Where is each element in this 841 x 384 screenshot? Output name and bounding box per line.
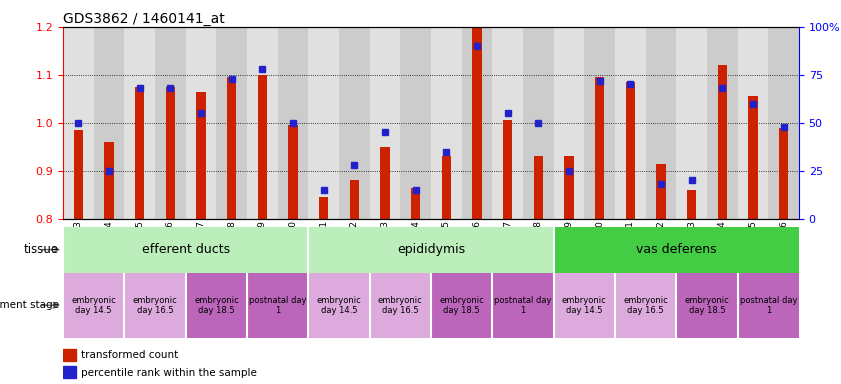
Bar xyxy=(553,227,799,273)
Bar xyxy=(370,273,431,338)
Text: vas deferens: vas deferens xyxy=(636,243,717,256)
Bar xyxy=(492,27,523,219)
Bar xyxy=(339,27,370,219)
Bar xyxy=(615,273,676,338)
Bar xyxy=(492,273,553,338)
Bar xyxy=(216,27,247,219)
Bar xyxy=(431,27,462,219)
Bar xyxy=(687,190,696,219)
Bar xyxy=(626,82,635,219)
Bar xyxy=(278,27,309,219)
Bar xyxy=(738,27,769,219)
Bar xyxy=(400,27,431,219)
Bar xyxy=(309,27,339,219)
Bar xyxy=(676,273,738,338)
Text: GDS3862 / 1460141_at: GDS3862 / 1460141_at xyxy=(63,12,225,26)
Bar xyxy=(503,121,512,219)
Bar xyxy=(288,125,298,219)
Bar xyxy=(584,27,615,219)
Bar xyxy=(350,180,359,219)
Bar xyxy=(738,273,799,338)
Bar xyxy=(553,273,615,338)
Text: embryonic
day 18.5: embryonic day 18.5 xyxy=(439,296,484,315)
Bar xyxy=(247,273,309,338)
Text: embryonic
day 14.5: embryonic day 14.5 xyxy=(71,296,116,315)
Bar xyxy=(523,27,553,219)
Bar xyxy=(124,273,186,338)
Bar xyxy=(63,349,77,361)
Bar xyxy=(227,77,236,219)
Bar xyxy=(309,273,370,338)
Bar xyxy=(411,188,420,219)
Bar xyxy=(74,130,83,219)
Text: embryonic
day 18.5: embryonic day 18.5 xyxy=(194,296,239,315)
Bar xyxy=(534,157,543,219)
Text: percentile rank within the sample: percentile rank within the sample xyxy=(82,367,257,377)
Bar xyxy=(63,27,93,219)
Text: postnatal day
1: postnatal day 1 xyxy=(495,296,552,315)
Bar xyxy=(135,87,145,219)
Bar xyxy=(473,27,482,219)
Bar xyxy=(370,27,400,219)
Bar xyxy=(442,157,451,219)
Bar xyxy=(431,273,492,338)
Bar xyxy=(717,65,727,219)
Bar xyxy=(186,273,247,338)
Bar xyxy=(63,273,124,338)
Bar xyxy=(319,197,328,219)
Text: embryonic
day 16.5: embryonic day 16.5 xyxy=(623,296,668,315)
Text: transformed count: transformed count xyxy=(82,350,179,360)
Bar xyxy=(595,77,604,219)
Text: epididymis: epididymis xyxy=(397,243,465,256)
Text: embryonic
day 14.5: embryonic day 14.5 xyxy=(317,296,362,315)
Bar xyxy=(104,142,114,219)
Bar xyxy=(93,27,124,219)
Bar xyxy=(656,164,665,219)
Text: embryonic
day 16.5: embryonic day 16.5 xyxy=(133,296,177,315)
Bar xyxy=(186,27,216,219)
Bar xyxy=(462,27,492,219)
Bar xyxy=(63,227,309,273)
Bar xyxy=(564,157,574,219)
Text: postnatal day
1: postnatal day 1 xyxy=(249,296,306,315)
Text: embryonic
day 14.5: embryonic day 14.5 xyxy=(562,296,606,315)
Text: tissue: tissue xyxy=(24,243,59,256)
Bar xyxy=(258,75,267,219)
Bar xyxy=(615,27,646,219)
Bar xyxy=(779,127,788,219)
Bar xyxy=(553,27,584,219)
Bar xyxy=(707,27,738,219)
Bar xyxy=(769,27,799,219)
Bar xyxy=(155,27,186,219)
Bar xyxy=(646,27,676,219)
Text: embryonic
day 16.5: embryonic day 16.5 xyxy=(378,296,423,315)
Bar xyxy=(124,27,155,219)
Bar xyxy=(676,27,707,219)
Bar xyxy=(197,92,206,219)
Bar xyxy=(380,147,389,219)
Bar xyxy=(247,27,278,219)
Text: embryonic
day 18.5: embryonic day 18.5 xyxy=(685,296,729,315)
Bar xyxy=(63,366,77,379)
Text: development stage: development stage xyxy=(0,300,59,310)
Bar xyxy=(166,87,175,219)
Text: efferent ducts: efferent ducts xyxy=(141,243,230,256)
Bar xyxy=(748,96,758,219)
Bar xyxy=(309,227,553,273)
Text: postnatal day
1: postnatal day 1 xyxy=(739,296,797,315)
